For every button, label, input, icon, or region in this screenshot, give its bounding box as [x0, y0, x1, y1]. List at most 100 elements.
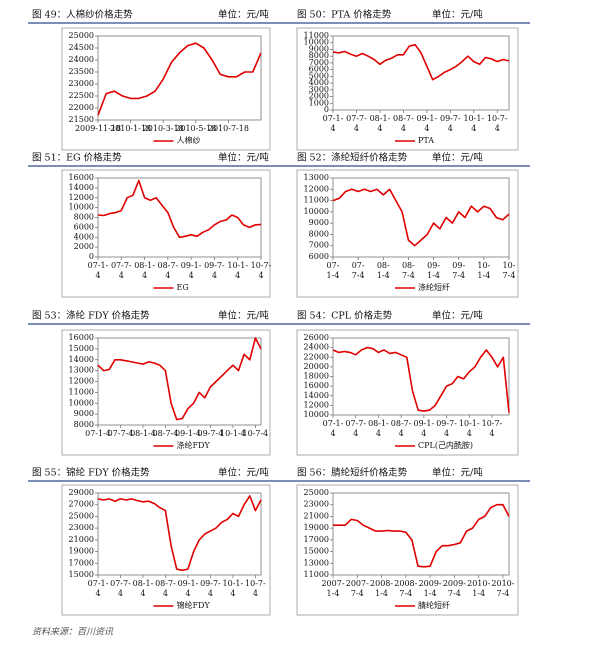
y-tick-label: 11000 [69, 387, 94, 396]
x-tick-label: 08- [377, 261, 390, 270]
x-tick-label: 10-1- [223, 579, 244, 588]
x-tick-label: 10-1-4 [220, 429, 246, 438]
y-tick-label: 23000 [69, 79, 94, 88]
x-tick-label: 08-7- [391, 419, 412, 428]
x-tick-label: 4 [208, 589, 213, 598]
x-tick-label: 1-4 [424, 589, 437, 598]
x-tick-label: 2007- [346, 579, 369, 588]
x-tick-label: 2010-7-18 [208, 124, 249, 133]
x-tick-label: 08-7- [158, 261, 179, 270]
x-tick-label: 4 [95, 589, 100, 598]
y-tick-label: 2000 [309, 92, 329, 101]
x-tick-label: 1-4 [377, 271, 390, 280]
y-tick-label: 9000 [309, 44, 329, 53]
x-tick-label: 4 [189, 271, 194, 280]
x-tick-label: 2010-5-18 [175, 124, 216, 133]
x-tick-label: 2009- [443, 579, 466, 588]
x-tick-label: 10- [503, 261, 516, 270]
y-tick-label: 11000 [304, 196, 329, 205]
price-line [332, 188, 510, 247]
chart-title: 图 56：腈纶短纤价格走势 [297, 467, 408, 479]
x-tick-label: 10-7- [251, 261, 272, 270]
x-tick-label: 08-1- [368, 419, 389, 428]
price-line [332, 43, 510, 81]
chart-frame [61, 169, 271, 298]
unit-label: 单位：元/吨 [432, 9, 483, 21]
x-tick-label: 7-4 [496, 589, 509, 598]
x-tick-label: 4 [489, 429, 494, 438]
x-tick-label: 7-4 [503, 271, 516, 280]
x-tick-label: 2010-3-18 [143, 124, 184, 133]
price-line [97, 42, 262, 116]
x-tick-label: 10-7- [482, 419, 503, 428]
x-tick-label: 08-1- [133, 579, 154, 588]
x-tick-label: 2009-11-18 [75, 124, 121, 133]
chart-title: 图 53：涤纶 FDY 价格走势 [32, 310, 150, 322]
y-tick-label: 23500 [69, 67, 94, 76]
x-tick-label: 4 [448, 124, 453, 133]
y-tick-label: 25000 [69, 511, 94, 520]
x-tick-label: 10-7- [245, 579, 266, 588]
x-tick-label: 09-1- [181, 261, 202, 270]
y-tick-label: 20000 [304, 362, 329, 371]
y-tick-label: 15000 [69, 570, 94, 579]
y-tick-label: 25000 [69, 31, 94, 40]
x-tick-label: 4 [330, 429, 335, 438]
chart-title: 图 52：涤纶短纤价格走势 [297, 152, 408, 164]
y-tick-label: 19000 [69, 547, 94, 556]
x-tick-label: 4 [471, 124, 476, 133]
y-tick-label: 10000 [304, 38, 329, 47]
plot-area [332, 492, 510, 576]
y-tick-label: 14000 [69, 355, 94, 364]
chart-frame [61, 484, 271, 616]
x-tick-label: 1-4 [477, 271, 490, 280]
x-tick-label: 4 [140, 589, 145, 598]
x-tick-label: 4 [495, 124, 500, 133]
y-tick-label: 15000 [304, 547, 329, 556]
x-tick-label: 08-7- [155, 579, 176, 588]
x-tick-label: 10-1- [463, 114, 484, 123]
x-tick-label: 4 [253, 589, 258, 598]
x-tick-label: 4 [354, 124, 359, 133]
price-line [97, 179, 262, 239]
plot-area [332, 35, 510, 111]
y-tick-label: 10000 [69, 398, 94, 407]
x-tick-label: 4 [142, 271, 147, 280]
x-tick-label: 07-7- [111, 261, 132, 270]
x-tick-label: 2010- [491, 579, 514, 588]
y-tick-label: 12000 [69, 193, 94, 202]
y-tick-label: 4000 [309, 78, 329, 87]
y-tick-label: 5000 [309, 71, 329, 80]
x-tick-label: 1-4 [375, 589, 388, 598]
x-tick-label: 07-7- [345, 419, 366, 428]
chart-title: 图 51：EG 价格走势 [32, 152, 122, 164]
legend-label: 人棉纱 [177, 135, 201, 145]
unit-label: 单位：元/吨 [432, 310, 483, 322]
y-tick-label: 21000 [304, 511, 329, 520]
y-tick-label: 23000 [69, 523, 94, 532]
y-tick-label: 11000 [304, 31, 329, 40]
x-tick-label: 4 [119, 271, 124, 280]
y-tick-label: 2000 [74, 242, 94, 251]
y-tick-label: 24500 [69, 43, 94, 52]
legend-label: PTA [418, 136, 434, 145]
x-tick-label: 09-1- [413, 419, 434, 428]
y-tick-label: 23000 [304, 500, 329, 509]
y-tick-label: 13000 [304, 558, 329, 567]
x-tick-label: 7-4 [448, 589, 461, 598]
y-tick-label: 14000 [304, 391, 329, 400]
x-tick-label: 07-1- [323, 419, 344, 428]
x-tick-label: 10-1- [227, 261, 248, 270]
x-tick-label: 09-1- [417, 114, 438, 123]
x-tick-label: 4 [330, 124, 335, 133]
price-line [97, 495, 262, 572]
source-note: 资料来源：百川资讯 [32, 627, 114, 638]
x-tick-label: 4 [235, 271, 240, 280]
y-tick-label: 16000 [69, 333, 94, 342]
x-tick-label: 4 [444, 429, 449, 438]
y-tick-label: 12000 [304, 400, 329, 409]
unit-label: 单位：元/吨 [218, 9, 269, 21]
y-tick-label: 16000 [69, 173, 94, 182]
x-tick-label: 07-1- [88, 261, 109, 270]
